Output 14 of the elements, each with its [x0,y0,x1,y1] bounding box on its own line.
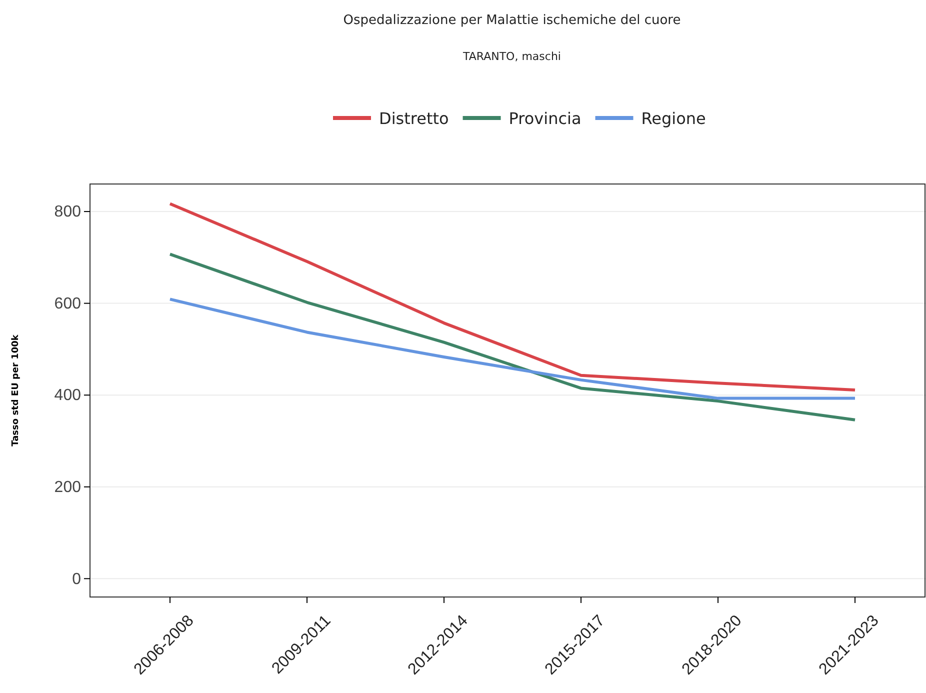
y-tick-label: 800 [54,204,82,221]
chart-title: Ospedalizzazione per Malattie ischemiche del cuore [343,13,681,28]
line-series [168,298,856,400]
legend-label: Regione [641,109,706,128]
y-tick-label: 400 [54,387,82,404]
y-tick-label: 0 [72,570,82,588]
y-tick-label: 200 [54,478,82,496]
legend-label: Provincia [508,109,582,128]
line-series [168,252,856,422]
chart-subtitle: TARANTO, maschi [462,50,561,63]
legend-label: Distretto [379,109,449,128]
line-series [168,202,856,392]
y-axis-title: Tasso std EU per 100k [11,334,21,446]
y-tick-label: 600 [54,295,82,312]
